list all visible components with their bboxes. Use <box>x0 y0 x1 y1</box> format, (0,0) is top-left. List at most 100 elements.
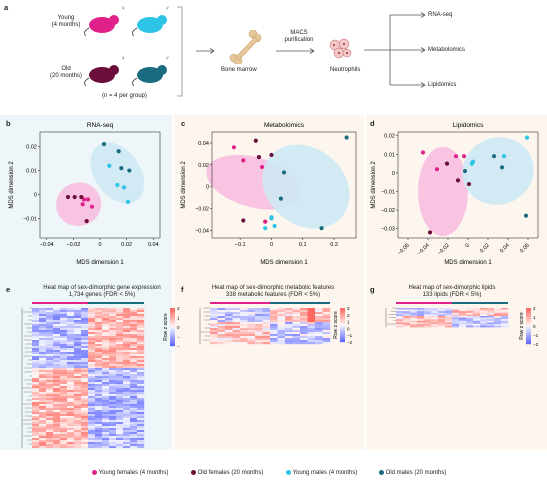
heatmap-cell <box>116 392 124 395</box>
heatmap-cell <box>32 346 40 349</box>
heatmap-cell <box>74 440 82 443</box>
heatmap-cell <box>123 338 131 341</box>
chart-metabolomics-mds: −0.1 0 0.1 0.20.040.020−0.02−0.04Metabolomi… <box>181 122 357 266</box>
heatmap-cell <box>487 314 495 317</box>
heatmap-cell <box>116 384 124 387</box>
x-tick-label: −0.04 <box>417 243 431 257</box>
color-scale-segment <box>526 340 531 343</box>
legend-label-young-males: Young males (4 months) <box>292 470 358 477</box>
heatmap-cell <box>210 342 218 345</box>
heatmap-cell <box>232 310 241 313</box>
heatmap-cell <box>74 382 82 385</box>
heatmap-cell <box>32 308 40 311</box>
heatmap-cell <box>130 410 138 413</box>
chart-title: Lipidomics <box>453 122 484 129</box>
heatmap-cell <box>95 426 103 429</box>
heatmap-cell <box>137 412 145 415</box>
heatmap-cell <box>67 370 75 373</box>
heatmap-cell <box>109 370 117 373</box>
heatmap-cell <box>88 322 96 325</box>
heatmap-cell <box>424 316 432 318</box>
output-lipidomics-label: Lipidomics <box>428 82 457 88</box>
color-scale-tick: 1 <box>177 316 180 321</box>
heatmap-cell <box>217 332 226 335</box>
heatmap-cell <box>277 322 286 325</box>
heatmap-cell <box>53 312 61 315</box>
heatmap-cell <box>247 322 256 325</box>
heatmap-cell <box>32 324 40 327</box>
color-scale-segment <box>526 309 531 312</box>
heatmap-cell <box>53 438 61 441</box>
heatmap-cell <box>130 382 138 385</box>
heatmap-cell <box>322 330 331 333</box>
heatmap-cell <box>74 342 82 345</box>
heatmap-cell <box>452 322 460 325</box>
heatmap-cell <box>315 314 323 317</box>
heatmap-cell <box>109 426 117 429</box>
heatmap-cell <box>67 352 75 355</box>
heatmap-cell <box>123 438 131 441</box>
heatmap-cell <box>431 308 439 310</box>
heatmap-cell <box>102 406 110 409</box>
heatmap-cell <box>39 410 47 413</box>
heatmap-cell <box>123 358 131 361</box>
old-female-mouse-icon <box>84 65 119 87</box>
heatmap-cell <box>39 430 47 433</box>
heatmap-cell <box>32 396 40 399</box>
heatmap-cell <box>300 320 308 323</box>
heatmap-cell <box>88 314 96 317</box>
heatmap-cell <box>116 370 124 373</box>
color-scale-segment <box>170 323 175 326</box>
heatmap-cell <box>95 440 103 443</box>
heatmap-cell <box>116 340 124 343</box>
heatmap-cell <box>81 404 89 407</box>
heatmap-cell <box>116 332 124 335</box>
heatmap-cell <box>262 340 271 343</box>
heatmap-cell <box>123 416 131 419</box>
heatmap-cell <box>67 386 75 389</box>
heatmap-cell <box>60 330 68 333</box>
heatmap-cell <box>210 322 218 325</box>
heatmap-cell <box>53 440 61 443</box>
heatmap-cell <box>137 362 145 365</box>
heatmap-cell <box>487 320 495 323</box>
heatmap-cell <box>130 320 138 323</box>
heatmap-cell <box>480 311 488 313</box>
heatmap-cell <box>81 436 89 439</box>
heatmap-cell <box>74 324 82 327</box>
heatmap-cell <box>81 438 89 441</box>
heatmap-cell <box>39 390 47 393</box>
heatmap-cell <box>225 330 233 333</box>
heatmap-cell <box>53 380 61 383</box>
heatmap-cell <box>240 314 248 317</box>
heatmap-cell <box>109 404 117 407</box>
heatmap-cell <box>292 314 301 317</box>
heatmap-cell <box>88 362 96 365</box>
heatmap-cell <box>403 316 411 318</box>
heatmap-cell <box>46 380 54 383</box>
heatmap-cell <box>95 344 103 347</box>
heatmap-cell <box>95 316 103 319</box>
heatmap-cell <box>123 392 131 395</box>
heatmap-cell <box>102 350 110 353</box>
heatmap-cell <box>60 396 68 399</box>
heatmap-cell <box>88 332 96 335</box>
heatmap-cell <box>445 317 453 320</box>
heatmap-cell <box>217 316 226 319</box>
heatmap-cell <box>88 374 96 377</box>
heatmap-cell <box>46 396 54 399</box>
heatmap-cell <box>123 356 131 359</box>
heatmap-cell <box>109 380 117 383</box>
heatmap-cell <box>60 400 68 403</box>
heatmap-cell <box>232 342 241 345</box>
heatmap-cell <box>424 324 432 326</box>
heatmap-cell <box>270 332 278 335</box>
heatmap-cell <box>255 320 263 323</box>
heatmap-cell <box>116 438 124 441</box>
heatmap-cell <box>95 416 103 419</box>
heatmap-cell <box>270 330 278 333</box>
heatmap-g-subtitle: 133 lipids (FDR < 5%) <box>422 292 482 298</box>
heatmap-cell <box>81 314 89 317</box>
heatmap-cell <box>123 320 131 323</box>
heatmap-cell <box>137 344 145 347</box>
